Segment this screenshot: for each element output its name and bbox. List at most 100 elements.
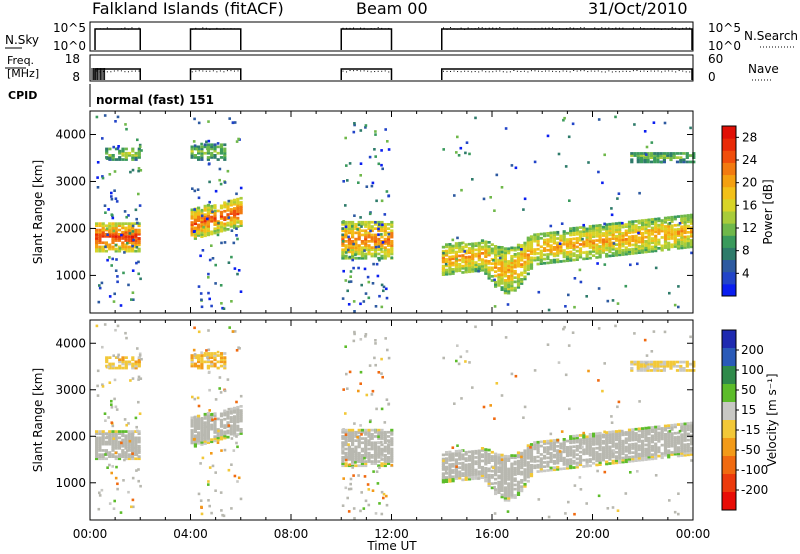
nsearch-dot bbox=[478, 27, 480, 29]
power-sparse-point bbox=[585, 295, 588, 298]
velocity-cell bbox=[364, 454, 368, 457]
velocity-cell bbox=[383, 447, 387, 451]
power-cell bbox=[95, 245, 99, 249]
velocity-cell bbox=[124, 430, 128, 433]
velocity-cell bbox=[213, 426, 217, 430]
velocity-cell bbox=[650, 438, 654, 442]
velocity-cell bbox=[190, 418, 194, 422]
power-cell bbox=[451, 270, 455, 273]
velocity-cell bbox=[631, 428, 635, 431]
velocity-cell bbox=[650, 426, 654, 429]
velocity-cell bbox=[598, 452, 602, 456]
power-cell bbox=[458, 244, 462, 247]
power-cell bbox=[95, 247, 99, 251]
power-cell bbox=[203, 219, 207, 223]
velocity-sparse-point bbox=[573, 484, 577, 487]
power-cell bbox=[484, 251, 488, 254]
nsearch-dot bbox=[110, 28, 112, 30]
velocity-cell bbox=[663, 445, 668, 449]
velocity-cell bbox=[101, 442, 105, 446]
power-cell bbox=[608, 225, 612, 228]
power-sparse-point bbox=[344, 204, 347, 207]
power-cell bbox=[477, 250, 481, 253]
velocity-cell bbox=[380, 437, 384, 440]
power-cell bbox=[351, 240, 355, 243]
velocity-cell bbox=[676, 437, 681, 441]
power-cell bbox=[448, 259, 452, 263]
power-cell bbox=[239, 211, 243, 215]
power-sparse-point bbox=[127, 214, 130, 217]
power-sparse-point bbox=[96, 176, 99, 179]
power-cell bbox=[637, 219, 641, 223]
velocity-sparse-point bbox=[123, 458, 126, 462]
power-cell bbox=[471, 242, 475, 246]
velocity-cell bbox=[569, 437, 573, 440]
power-cell bbox=[618, 234, 622, 238]
power-cell bbox=[595, 256, 599, 259]
power-sparse-point bbox=[227, 261, 231, 264]
nsearch-dot bbox=[457, 28, 459, 30]
velocity-cell bbox=[131, 455, 135, 458]
velocity-sparse-point bbox=[136, 429, 139, 433]
velocity-cell bbox=[507, 476, 511, 479]
nsearch-dot bbox=[460, 27, 462, 29]
velocity-cell bbox=[608, 445, 612, 449]
power-cell bbox=[213, 214, 217, 218]
velocity-sparse-point bbox=[353, 422, 356, 425]
power-cell bbox=[529, 252, 534, 255]
velocity-cell bbox=[377, 456, 381, 459]
velocity-cell bbox=[344, 454, 348, 457]
power-cell bbox=[213, 143, 217, 147]
velocity-cell bbox=[111, 442, 115, 446]
power-cell bbox=[223, 149, 227, 153]
power-sparse-point bbox=[347, 303, 351, 306]
power-cell bbox=[216, 151, 220, 155]
power-cell bbox=[206, 206, 210, 209]
power-sparse-point bbox=[370, 184, 374, 188]
nave-dot bbox=[488, 71, 490, 73]
power-cell bbox=[692, 154, 696, 157]
velocity-colorbar-tick-label: 15 bbox=[741, 403, 756, 417]
power-cell bbox=[654, 226, 658, 229]
power-cell bbox=[526, 249, 530, 252]
power-sparse-point bbox=[131, 269, 135, 272]
velocity-cell bbox=[223, 364, 227, 368]
power-cell bbox=[536, 256, 540, 259]
velocity-cell bbox=[670, 438, 674, 442]
velocity-sparse-point bbox=[208, 504, 211, 508]
power-cell bbox=[454, 254, 458, 258]
velocity-sparse-point bbox=[374, 363, 377, 367]
velocity-sparse-point bbox=[678, 429, 682, 433]
velocity-cell bbox=[649, 364, 653, 368]
velocity-cell bbox=[523, 474, 527, 478]
power-cell bbox=[595, 226, 599, 230]
power-cell bbox=[627, 220, 632, 224]
power-sparse-point bbox=[233, 121, 237, 124]
power-cell bbox=[387, 244, 391, 247]
power-cell bbox=[513, 276, 517, 279]
velocity-cell bbox=[118, 360, 122, 364]
velocity-sparse-point bbox=[210, 511, 213, 515]
velocity-sparse-point bbox=[474, 325, 477, 329]
power-cell bbox=[529, 258, 534, 262]
velocity-cell bbox=[595, 442, 599, 446]
velocity-cell bbox=[341, 449, 345, 453]
velocity-sparse-point bbox=[597, 379, 600, 382]
velocity-cell bbox=[364, 443, 368, 447]
power-cell bbox=[690, 234, 694, 238]
power-cell bbox=[650, 247, 654, 251]
power-cell bbox=[595, 251, 599, 255]
velocity-cell bbox=[507, 484, 511, 488]
power-cell bbox=[347, 237, 351, 241]
velocity-cell bbox=[226, 435, 230, 439]
velocity-cell bbox=[647, 426, 651, 430]
power-cell bbox=[233, 221, 237, 225]
power-cell bbox=[556, 237, 560, 240]
power-cell bbox=[673, 236, 677, 240]
power-sparse-point bbox=[349, 280, 353, 283]
velocity-cell bbox=[572, 459, 576, 463]
velocity-cell bbox=[670, 453, 674, 456]
velocity-cell bbox=[213, 358, 217, 362]
power-cell bbox=[598, 249, 602, 253]
y-tick-label: 1000 bbox=[55, 476, 86, 490]
